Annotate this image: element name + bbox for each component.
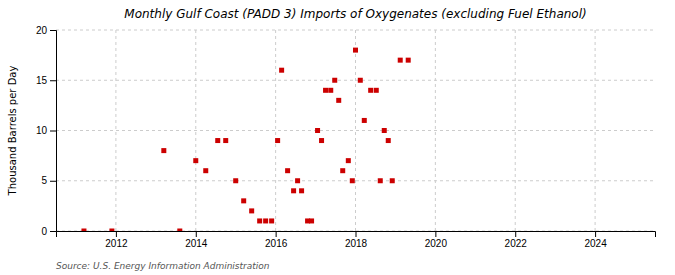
point <box>378 178 383 183</box>
point <box>362 118 367 123</box>
chart: 2012 2014 2016 2018 2020 2022 2024 0 5 10 15 20 Mont… <box>0 0 675 275</box>
point <box>285 168 290 173</box>
point <box>332 78 337 83</box>
grid-line-x <box>195 30 196 231</box>
grid-line-x <box>435 30 436 231</box>
tick-label: 2020 <box>425 238 448 249</box>
tick: 15 <box>36 75 56 86</box>
grid-line-x <box>595 30 596 231</box>
tick-label: 20 <box>36 25 48 36</box>
point <box>275 138 280 143</box>
tick-label: 5 <box>41 175 47 186</box>
point <box>386 138 391 143</box>
point <box>340 168 345 173</box>
tick-mark <box>595 231 596 237</box>
plot: 2012 2014 2016 2018 2020 2022 2024 0 5 10 15 20 <box>36 25 656 249</box>
point <box>241 198 246 203</box>
point <box>358 78 363 83</box>
axis-line <box>50 31 57 232</box>
point <box>374 88 379 93</box>
x-axis: 2012 2014 2016 2018 2020 2022 2024 <box>57 231 656 249</box>
tick-label: 2024 <box>584 238 607 249</box>
tick-label: 0 <box>41 226 47 237</box>
tick: 2014 <box>185 231 208 249</box>
tick-mark <box>50 80 56 81</box>
tick-mark <box>196 231 197 237</box>
tick-mark <box>50 181 56 182</box>
tick-label: 2022 <box>505 238 528 249</box>
point <box>346 158 351 163</box>
tick: 2018 <box>345 231 368 249</box>
point <box>390 178 395 183</box>
tick: 5 <box>41 175 56 186</box>
tick-label: 2016 <box>265 238 288 249</box>
grid-line-x <box>515 30 516 231</box>
tick: 20 <box>36 25 56 36</box>
point <box>299 188 304 193</box>
tick: 0 <box>41 226 56 237</box>
tick-mark <box>116 231 117 237</box>
tick-mark <box>515 231 516 237</box>
tick-label: 2014 <box>185 238 208 249</box>
tick: 2012 <box>105 231 128 249</box>
point <box>161 148 166 153</box>
point <box>223 138 228 143</box>
y-axis: 0 5 10 15 20 <box>36 25 57 237</box>
tick: 10 <box>36 125 56 136</box>
tick-label: 10 <box>36 125 48 136</box>
tick-mark <box>356 231 357 237</box>
tick: 2020 <box>425 231 448 249</box>
point <box>368 88 373 93</box>
point <box>353 48 358 53</box>
point <box>81 229 86 232</box>
point <box>269 218 274 223</box>
tick-mark <box>50 131 56 132</box>
point <box>309 218 314 223</box>
point <box>249 208 254 213</box>
point <box>109 229 114 232</box>
tick: 2022 <box>505 231 528 249</box>
point <box>315 128 320 133</box>
point <box>398 58 403 63</box>
grid-line-x <box>355 30 356 231</box>
point <box>263 218 268 223</box>
point <box>203 168 208 173</box>
tick-mark <box>276 231 277 237</box>
point <box>177 229 182 232</box>
point <box>319 138 324 143</box>
title: Monthly Gulf Coast (PADD 3) Imports of O… <box>124 7 586 21</box>
point <box>295 178 300 183</box>
tick-mark <box>435 231 436 237</box>
point <box>233 178 238 183</box>
tick-label: 15 <box>36 75 48 86</box>
point <box>328 88 333 93</box>
y-axis-title: Thousand Barrels per Day <box>7 66 18 197</box>
axis-line <box>57 232 656 238</box>
point <box>279 68 284 73</box>
point <box>193 158 198 163</box>
tick-label: 2012 <box>105 238 128 249</box>
tick-mark <box>50 30 56 31</box>
grid-line-x <box>115 30 116 231</box>
point <box>336 98 341 103</box>
point <box>350 178 355 183</box>
point <box>257 218 262 223</box>
grid-line-y <box>56 130 655 131</box>
point <box>323 88 328 93</box>
tick: 2016 <box>265 231 288 249</box>
grid-line-x <box>275 30 276 231</box>
tick-mark <box>50 231 56 232</box>
tick-label: 2018 <box>345 238 368 249</box>
point <box>215 138 220 143</box>
point <box>406 58 411 63</box>
points <box>81 48 410 231</box>
point <box>291 188 296 193</box>
annotation: Source: U.S. Energy Information Administ… <box>56 261 270 271</box>
point <box>382 128 387 133</box>
tick: 2024 <box>584 231 607 249</box>
grid <box>56 30 655 231</box>
